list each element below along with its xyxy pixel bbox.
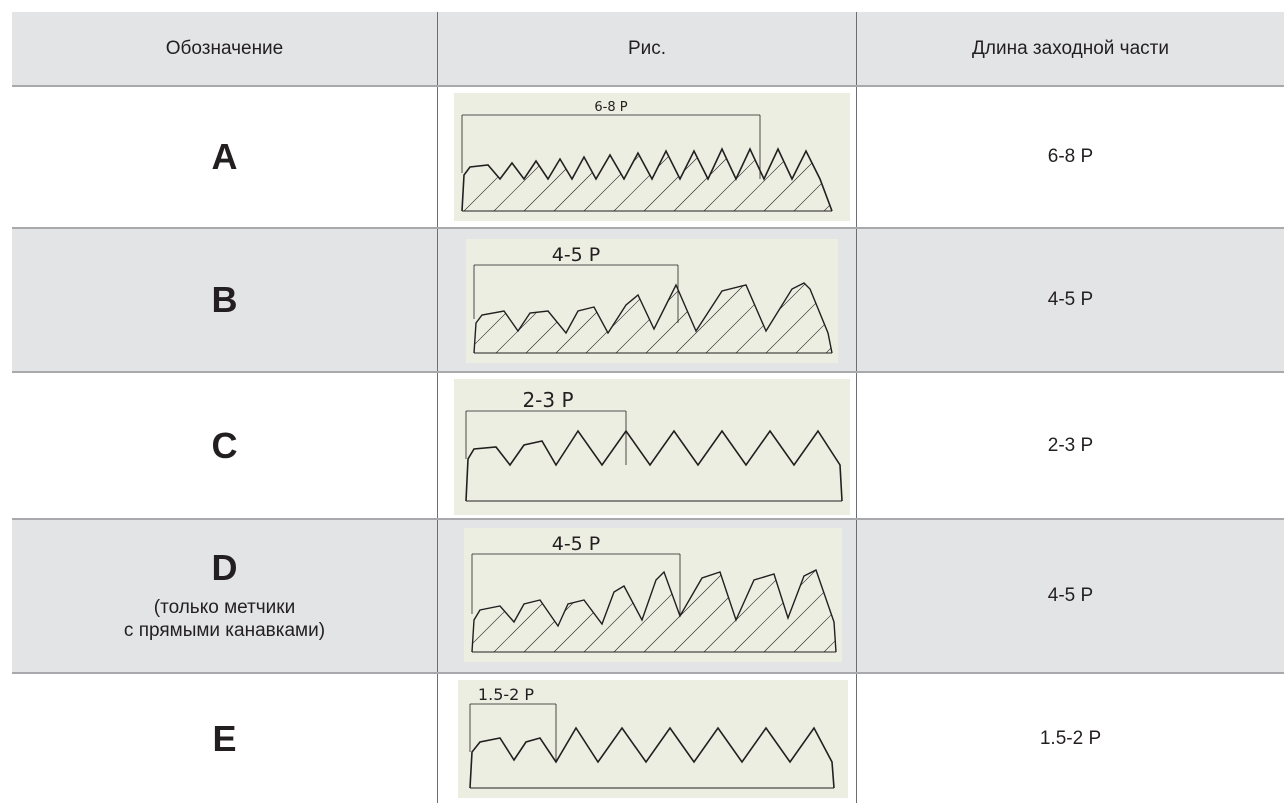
header-chamfer-length: Длина заходной части bbox=[857, 12, 1284, 85]
chamfer-length-cell: 4-5 P bbox=[857, 520, 1284, 672]
figure-dimension-label: 1.5-2 P bbox=[478, 685, 534, 704]
designation-cell: B bbox=[12, 229, 437, 371]
designation-letter: D bbox=[211, 547, 238, 588]
designation-note: (только метчики с прямыми канавками) bbox=[124, 596, 325, 642]
designation-cell: D (только метчики с прямыми канавками) bbox=[12, 520, 437, 672]
chamfer-length-cell: 4-5 P bbox=[857, 229, 1284, 371]
figure-cell: 4-5 P bbox=[437, 229, 857, 371]
table-header: Обозначение Рис. Длина заходной части bbox=[12, 12, 1284, 87]
figure-dimension-label: 2-3 P bbox=[522, 388, 573, 412]
chamfer-length-value: 6-8 P bbox=[1047, 146, 1094, 167]
thread-profile-drawing: 4-5 P bbox=[464, 528, 842, 662]
chamfer-length-cell: 1.5-2 P bbox=[857, 674, 1284, 803]
header-designation: Обозначение bbox=[12, 12, 437, 85]
designation-note-line: с прямыми канавками) bbox=[123, 620, 326, 641]
figure-dimension-label: 4-5 P bbox=[552, 533, 601, 555]
designation-group: D (только метчики с прямыми канавками) bbox=[124, 550, 325, 642]
figure-dimension-label: 6-8 P bbox=[594, 100, 627, 115]
figure-cell: 6-8 P bbox=[437, 87, 857, 227]
table-row: B 4-5 P bbox=[12, 229, 1284, 373]
header-figure-label: Рис. bbox=[627, 37, 667, 59]
figure-cell: 2-3 P bbox=[437, 373, 857, 518]
thread-profile-drawing: 4-5 P bbox=[466, 239, 838, 363]
chamfer-length-value: 4-5 P bbox=[1047, 585, 1094, 606]
header-figure: Рис. bbox=[437, 12, 857, 85]
chamfer-length-value: 1.5-2 P bbox=[1039, 727, 1102, 749]
thread-figure: 2-3 P bbox=[454, 379, 850, 515]
thread-figure: 1.5-2 P bbox=[458, 680, 848, 798]
designation-letter: B bbox=[211, 279, 238, 320]
designation-letter: E bbox=[212, 717, 237, 759]
chamfer-length-value: 2-3 P bbox=[1047, 434, 1094, 456]
designation-cell: E bbox=[12, 674, 437, 803]
chamfer-length-cell: 2-3 P bbox=[857, 373, 1284, 518]
table-row: C 2-3 P 2-3 P bbox=[12, 373, 1284, 520]
thread-figure: 6-8 P bbox=[454, 93, 850, 221]
designation-cell: A bbox=[12, 87, 437, 227]
figure-dimension-label: 4-5 P bbox=[552, 244, 601, 266]
thread-profile-drawing: 2-3 P bbox=[454, 379, 850, 515]
thread-figure: 4-5 P bbox=[464, 528, 842, 662]
designation-letter: C bbox=[211, 424, 238, 466]
designation-cell: C bbox=[12, 373, 437, 518]
designation-note-line: (только метчики bbox=[153, 597, 296, 618]
header-designation-label: Обозначение bbox=[165, 37, 284, 59]
thread-profile-drawing: 1.5-2 P bbox=[458, 680, 848, 798]
chamfer-length-cell: 6-8 P bbox=[857, 87, 1284, 227]
designation-letter: A bbox=[211, 136, 238, 177]
thread-figure: 4-5 P bbox=[466, 239, 838, 363]
chamfer-length-value: 4-5 P bbox=[1047, 289, 1094, 310]
thread-profile-drawing: 6-8 P bbox=[454, 93, 850, 221]
header-chamfer-length-label: Длина заходной части bbox=[972, 37, 1169, 59]
figure-cell: 1.5-2 P bbox=[437, 674, 857, 803]
figure-cell: 4-5 P bbox=[437, 520, 857, 672]
table-row: D (только метчики с прямыми канавками) bbox=[12, 520, 1284, 674]
table-row: A 6-8 P bbox=[12, 87, 1284, 229]
table-row: E 1.5-2 P 1.5-2 P bbox=[12, 674, 1284, 803]
